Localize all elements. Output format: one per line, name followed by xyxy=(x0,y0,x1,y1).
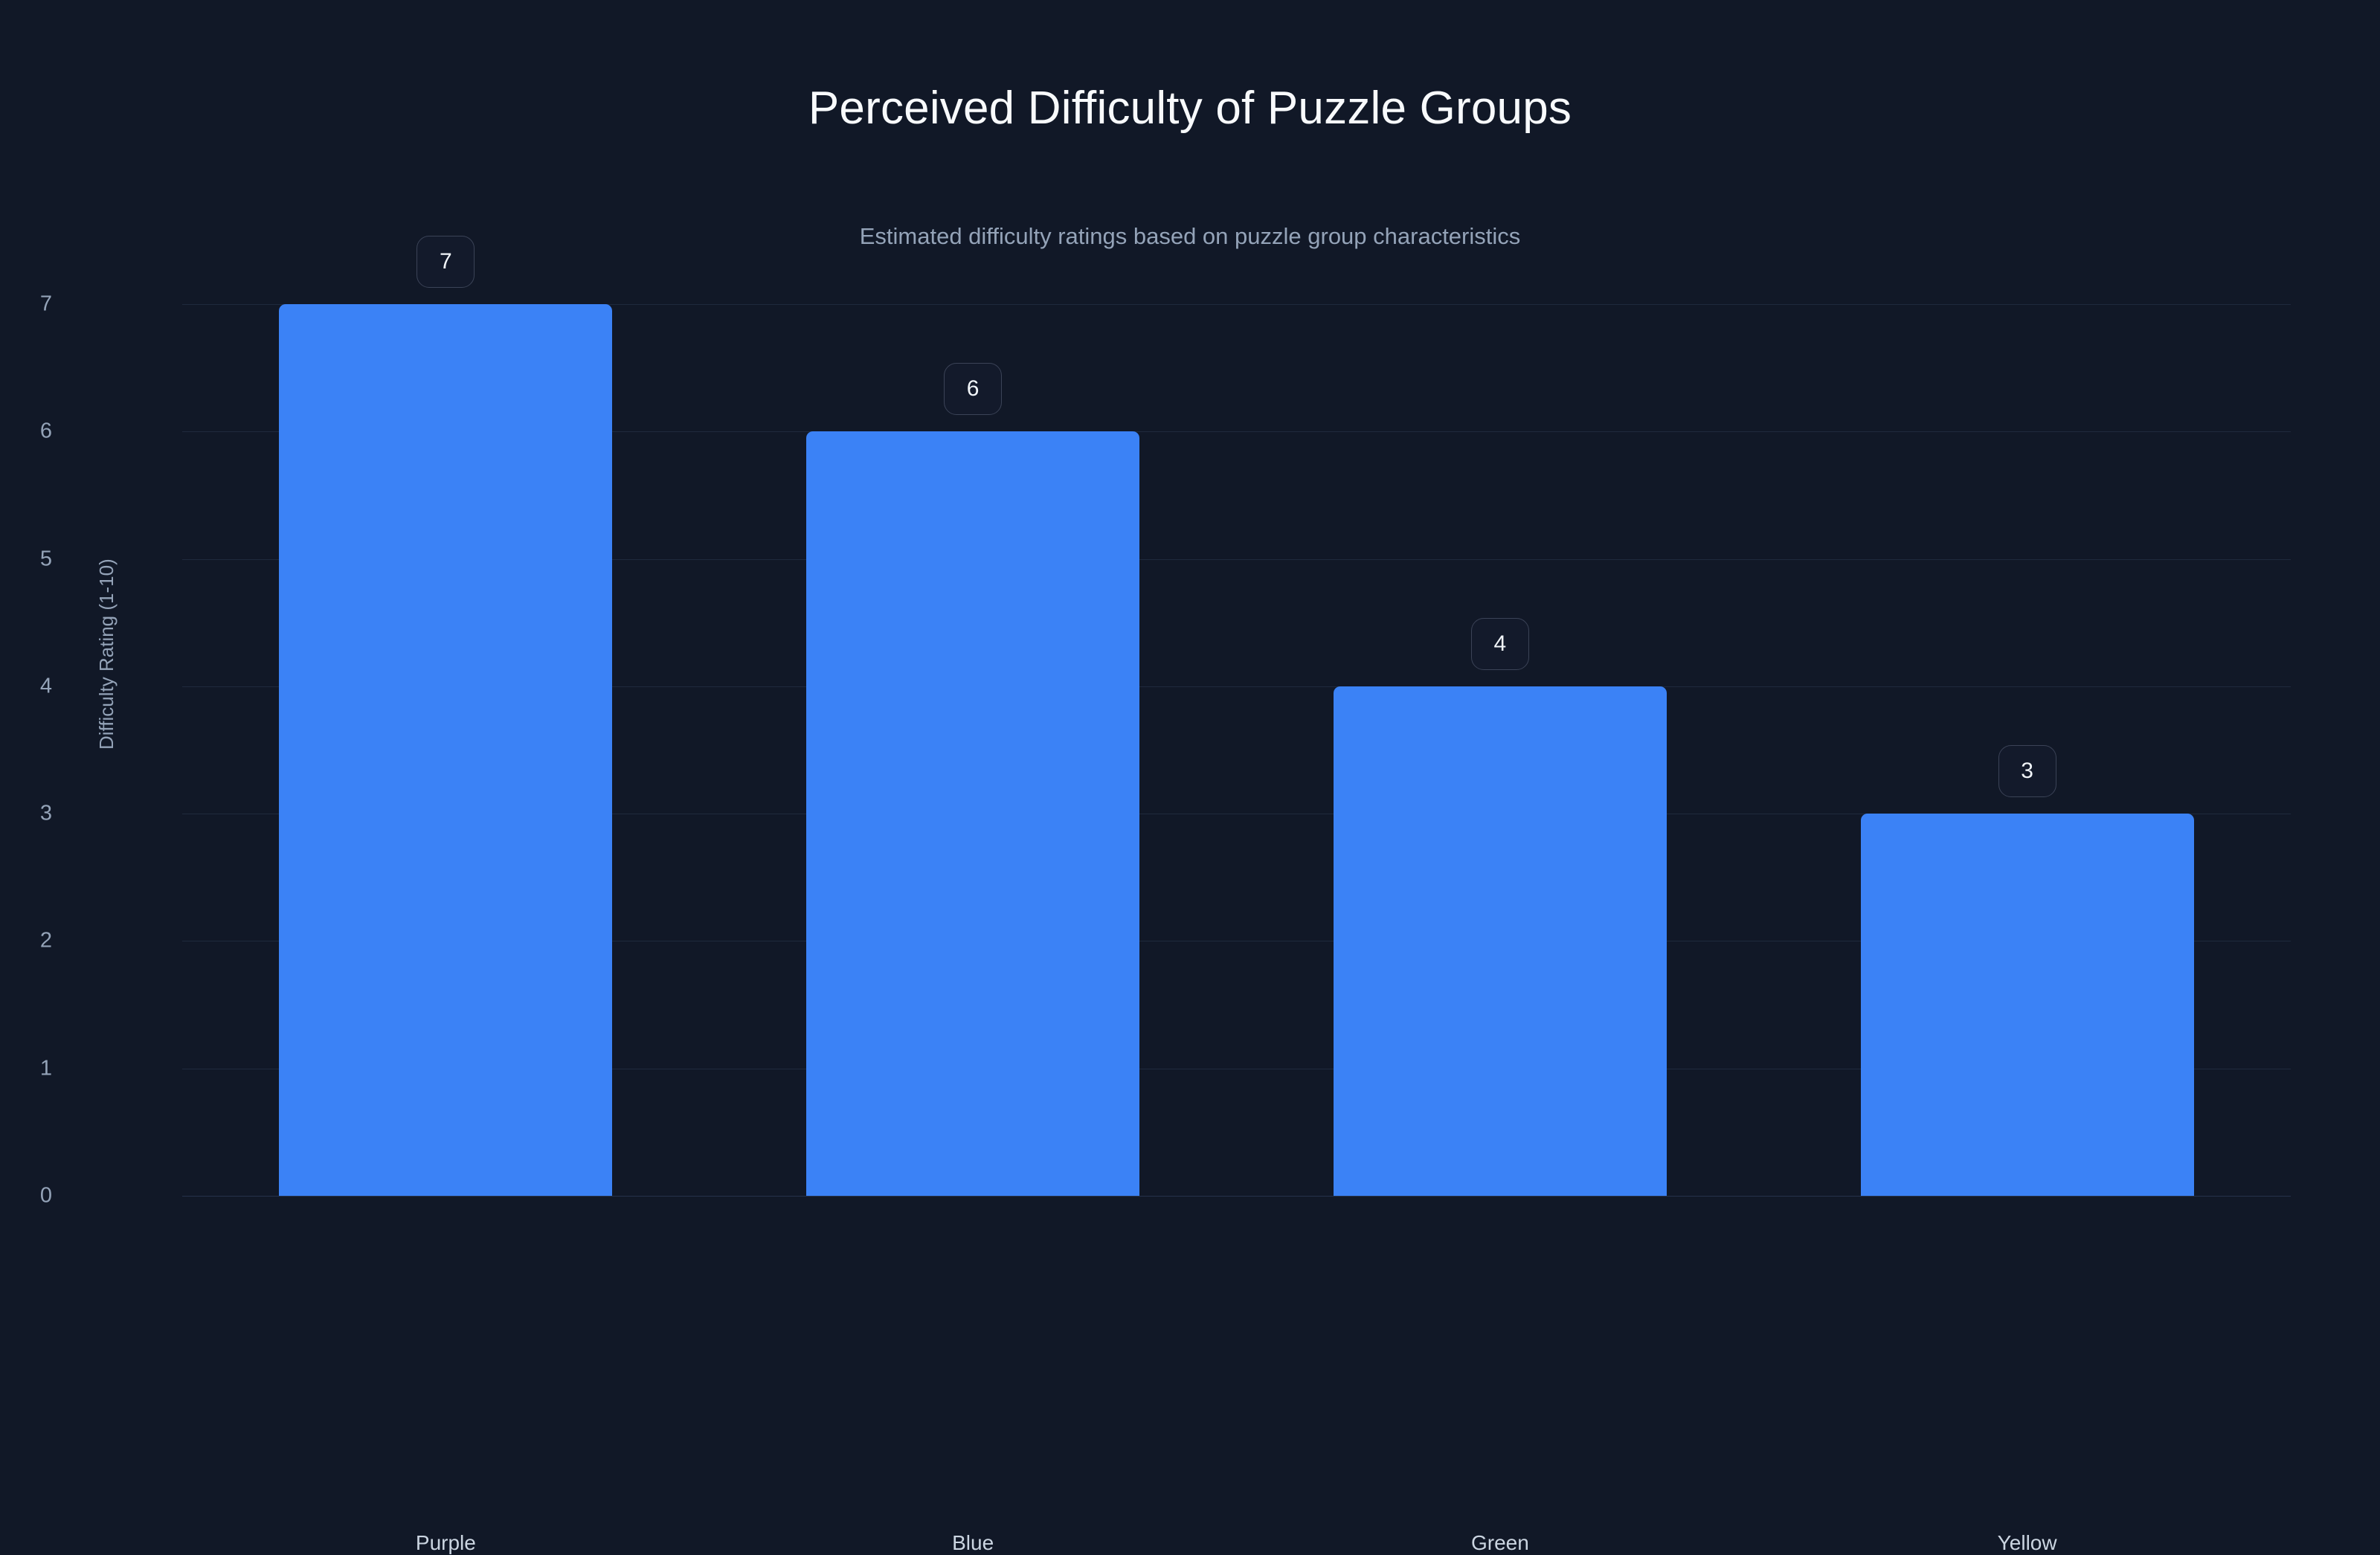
y-axis-title: Difficulty Rating (1-10) xyxy=(95,558,118,750)
y-axis-tick-label: 5 xyxy=(39,547,52,571)
bar-value-badge: 6 xyxy=(944,363,1003,416)
gridline xyxy=(182,304,2291,305)
gridline xyxy=(182,686,2291,687)
bar[interactable] xyxy=(1333,686,1667,1196)
gridline xyxy=(182,558,2291,560)
bar-value-badge: 3 xyxy=(1998,745,2056,798)
gridline xyxy=(182,431,2291,433)
y-axis-tick-label: 7 xyxy=(39,292,52,316)
y-axis-tick-label: 2 xyxy=(39,928,52,953)
bar-chart: Perceived Difficulty of Puzzle Groups Es… xyxy=(39,83,2291,1554)
plot-area: 0 1 2 3 4 5 6 7 7 6 4 3 Purple Blue Green Yellow xyxy=(40,236,2291,1554)
bar[interactable] xyxy=(806,431,1140,1196)
x-axis-category-label: Blue xyxy=(952,1531,994,1554)
x-axis-category-label: Green xyxy=(1470,1531,1529,1554)
y-axis-tick-label: 6 xyxy=(39,419,52,443)
x-axis-category-label: Purple xyxy=(415,1531,476,1554)
bar[interactable] xyxy=(1860,814,2194,1196)
bar-value-badge: 7 xyxy=(416,236,475,288)
y-axis-tick-label: 0 xyxy=(39,1183,52,1208)
bar-value-badge: 4 xyxy=(1470,617,1529,670)
axis-baseline xyxy=(182,1196,2291,1197)
x-axis-category-label: Yellow xyxy=(1997,1531,2057,1554)
y-axis-tick-label: 1 xyxy=(39,1056,52,1081)
y-axis-tick-label: 4 xyxy=(39,674,52,698)
chart-subtitle: Estimated difficulty ratings based on pu… xyxy=(859,223,1521,249)
y-axis-tick-label: 3 xyxy=(39,801,52,825)
bar[interactable] xyxy=(279,304,613,1196)
chart-title: Perceived Difficulty of Puzzle Groups xyxy=(808,83,1572,134)
